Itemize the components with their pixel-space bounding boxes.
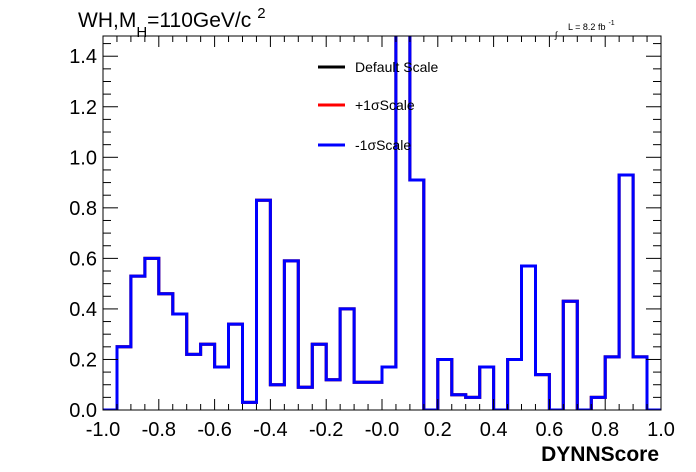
svg-text:WH,MH=110GeV/c2: WH,MH=110GeV/c 2 bbox=[78, 5, 266, 41]
y-tick-label: 0.0 bbox=[69, 400, 97, 422]
luminosity-superscript: -1 bbox=[608, 20, 614, 27]
y-tick-label: 0.8 bbox=[69, 198, 97, 220]
x-tick-label: -1.0 bbox=[86, 419, 120, 441]
integral-sign: ∫ bbox=[554, 30, 559, 40]
x-tick-label: -0.0 bbox=[365, 419, 399, 441]
luminosity-label: ∫ L = 8.2 fb -1 bbox=[554, 20, 615, 40]
y-tick-label: 0.4 bbox=[69, 299, 97, 321]
legend-entry: -1σScale bbox=[318, 137, 411, 153]
x-tick-label: -0.6 bbox=[197, 419, 231, 441]
y-tick-label: 1.2 bbox=[69, 97, 97, 119]
legend-label: +1σScale bbox=[355, 97, 415, 113]
chart-title: WH,MH=110GeV/c 2 bbox=[78, 5, 266, 41]
legend: Default Scale +1σScale -1σScale bbox=[318, 59, 438, 153]
series-layer bbox=[103, 36, 661, 410]
legend-label: -1σScale bbox=[355, 137, 411, 153]
y-tick-label: 0.6 bbox=[69, 248, 97, 270]
legend-label: Default Scale bbox=[355, 59, 438, 75]
x-tick-label: 0.4 bbox=[480, 419, 508, 441]
y-axis: 0.0 0.2 0.4 0.6 0.8 1.0 1.2 1.4 bbox=[69, 43, 661, 422]
title-main: WH,M bbox=[78, 9, 136, 32]
x-tick-label: 1.0 bbox=[647, 419, 675, 441]
x-tick-label: 0.6 bbox=[535, 419, 563, 441]
luminosity-text: L = 8.2 fb bbox=[568, 22, 605, 32]
title-subscript: H bbox=[136, 24, 147, 41]
series-line-2 bbox=[103, 36, 661, 410]
legend-entry: +1σScale bbox=[318, 97, 415, 113]
legend-entry: Default Scale bbox=[318, 59, 438, 75]
x-axis: -1.0 -0.8 -0.6 -0.4 -0.2 -0.0 0.2 0.4 0.6 0.8 1.0 bbox=[86, 36, 675, 441]
x-tick-label: 0.8 bbox=[591, 419, 619, 441]
y-tick-label: 1.4 bbox=[69, 46, 97, 68]
x-axis-title: DYNNScore bbox=[541, 443, 659, 466]
y-tick-label: 1.0 bbox=[69, 147, 97, 169]
x-tick-label: -0.2 bbox=[309, 419, 343, 441]
x-tick-label: -0.8 bbox=[142, 419, 176, 441]
x-tick-label: -0.4 bbox=[253, 419, 287, 441]
title-superscript: 2 bbox=[257, 5, 265, 22]
x-tick-label: 0.2 bbox=[424, 419, 452, 441]
svg-text:L = 8.2 fb-1: L = 8.2 fb -1 bbox=[568, 20, 615, 32]
title-rest: =110GeV/c bbox=[147, 9, 251, 32]
y-tick-label: 0.2 bbox=[69, 349, 97, 371]
